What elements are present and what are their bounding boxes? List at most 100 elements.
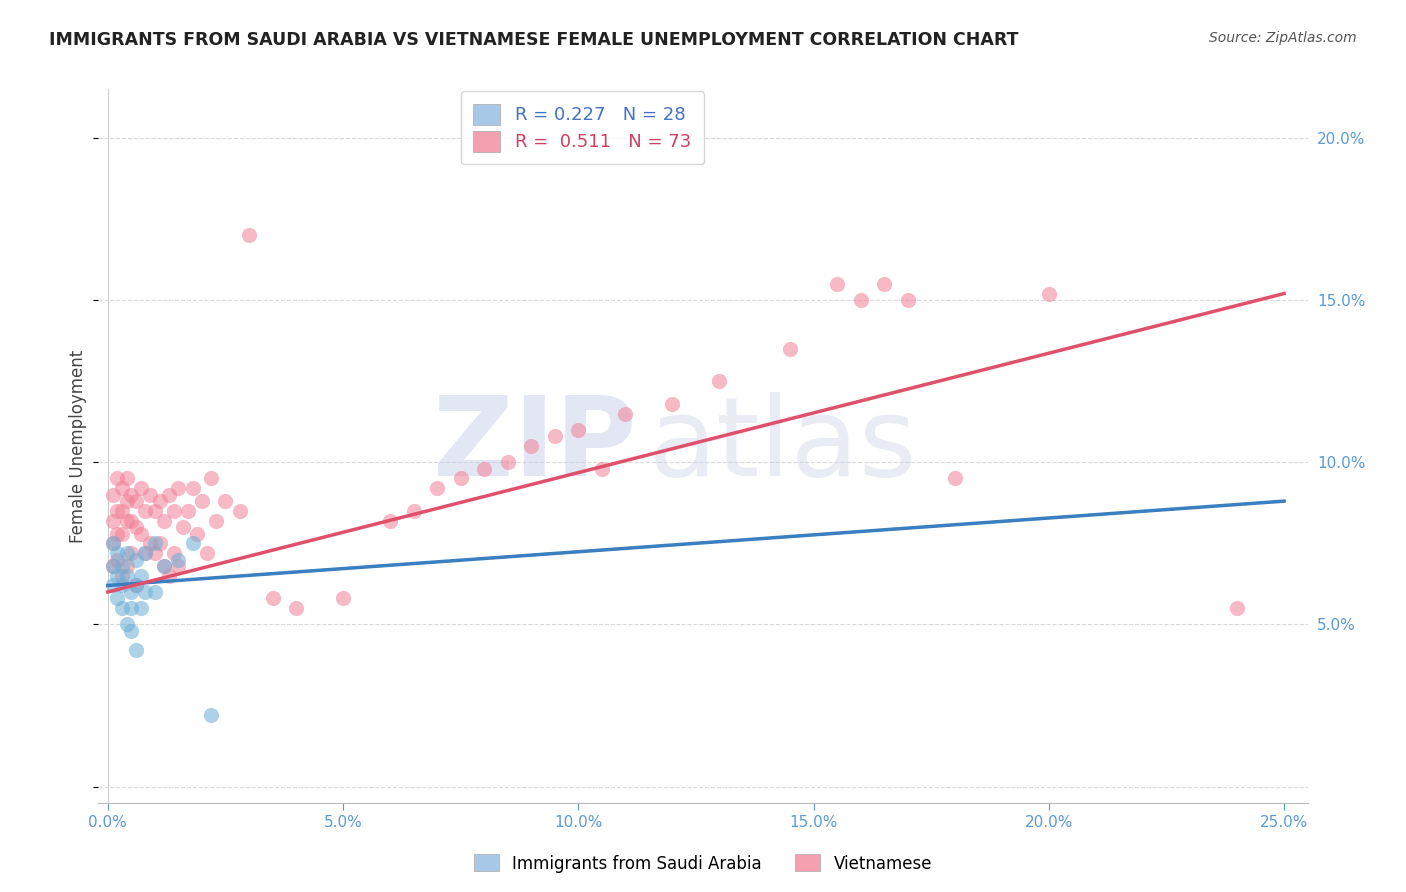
Text: atlas: atlas <box>648 392 917 500</box>
Point <box>105 471 128 485</box>
Point <box>105 546 128 560</box>
Point <box>873 277 896 291</box>
Point <box>125 552 148 566</box>
Point <box>105 504 128 518</box>
Point <box>450 471 472 485</box>
Point <box>129 601 152 615</box>
Point <box>105 526 128 541</box>
Point <box>520 439 543 453</box>
Point <box>157 488 180 502</box>
Point <box>167 559 190 574</box>
Point <box>101 488 124 502</box>
Point <box>115 568 138 582</box>
Point <box>139 536 162 550</box>
Point <box>125 578 148 592</box>
Point <box>101 536 124 550</box>
Point <box>591 461 613 475</box>
Point <box>129 568 152 582</box>
Point <box>101 536 124 550</box>
Point <box>153 559 176 574</box>
Point <box>120 546 142 560</box>
Point <box>163 504 186 518</box>
Point <box>134 546 156 560</box>
Point <box>426 481 449 495</box>
Legend: R = 0.227   N = 28, R =  0.511   N = 73: R = 0.227 N = 28, R = 0.511 N = 73 <box>461 91 703 164</box>
Point <box>139 488 162 502</box>
Point <box>111 526 134 541</box>
Point <box>200 471 222 485</box>
Point <box>111 481 134 495</box>
Point <box>943 471 966 485</box>
Y-axis label: Female Unemployment: Female Unemployment <box>69 350 87 542</box>
Legend: Immigrants from Saudi Arabia, Vietnamese: Immigrants from Saudi Arabia, Vietnamese <box>467 847 939 880</box>
Point <box>115 494 138 508</box>
Point <box>134 504 156 518</box>
Point <box>111 601 134 615</box>
Point <box>186 526 208 541</box>
Point <box>172 520 194 534</box>
Point <box>101 578 124 592</box>
Point <box>111 578 134 592</box>
Point <box>167 552 190 566</box>
Point <box>897 293 920 307</box>
Point <box>779 342 801 356</box>
Point <box>129 481 152 495</box>
Point <box>125 520 148 534</box>
Point <box>285 601 308 615</box>
Point <box>115 617 138 632</box>
Point <box>661 397 683 411</box>
Point <box>143 546 166 560</box>
Point <box>238 228 260 243</box>
Point <box>101 514 124 528</box>
Point <box>177 504 200 518</box>
Point <box>149 536 172 550</box>
Point <box>163 546 186 560</box>
Point <box>157 568 180 582</box>
Point <box>120 601 142 615</box>
Point <box>120 514 142 528</box>
Point <box>849 293 872 307</box>
Point <box>205 514 228 528</box>
Point <box>544 429 567 443</box>
Text: IMMIGRANTS FROM SAUDI ARABIA VS VIETNAMESE FEMALE UNEMPLOYMENT CORRELATION CHART: IMMIGRANTS FROM SAUDI ARABIA VS VIETNAME… <box>49 31 1019 49</box>
Point <box>567 423 589 437</box>
Point <box>125 578 148 592</box>
Point <box>181 481 204 495</box>
Point <box>228 504 250 518</box>
Point <box>167 481 190 495</box>
Point <box>115 546 138 560</box>
Point <box>143 536 166 550</box>
Point <box>134 546 156 560</box>
Point <box>105 568 128 582</box>
Point <box>1038 286 1060 301</box>
Point <box>125 643 148 657</box>
Point <box>120 585 142 599</box>
Point <box>115 471 138 485</box>
Point <box>115 559 138 574</box>
Point <box>191 494 214 508</box>
Point <box>111 559 134 574</box>
Point <box>472 461 495 475</box>
Point <box>125 494 148 508</box>
Point <box>153 514 176 528</box>
Point <box>120 488 142 502</box>
Point <box>149 494 172 508</box>
Point <box>153 559 176 574</box>
Point <box>378 514 401 528</box>
Point <box>181 536 204 550</box>
Point <box>825 277 848 291</box>
Point <box>101 559 124 574</box>
Point <box>105 552 128 566</box>
Point <box>105 591 128 606</box>
Point <box>101 559 124 574</box>
Point <box>111 568 134 582</box>
Point <box>120 624 142 638</box>
Point <box>332 591 354 606</box>
Point <box>402 504 425 518</box>
Text: Source: ZipAtlas.com: Source: ZipAtlas.com <box>1209 31 1357 45</box>
Point <box>143 504 166 518</box>
Point <box>496 455 519 469</box>
Point <box>129 526 152 541</box>
Point <box>1226 601 1249 615</box>
Point <box>134 585 156 599</box>
